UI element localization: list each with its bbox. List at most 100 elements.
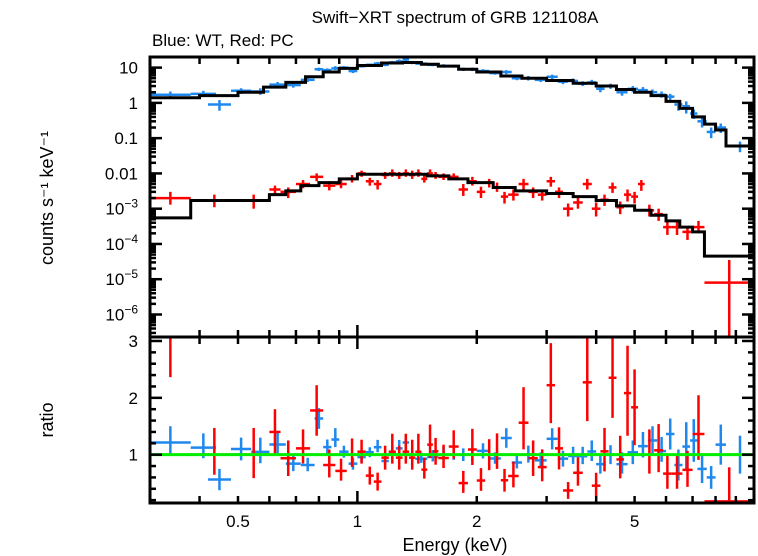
ratio-point-pc [582,337,592,422]
data-point-wt [207,100,231,111]
data-point-pc [608,182,617,193]
x-tick-label: 0.5 [226,512,250,531]
ratio-point-pc [357,439,366,464]
ratio-point-pc [310,385,324,436]
ratio-point-wt [500,428,512,448]
data-point-pc [508,189,519,201]
y-tick-label: 10−5 [105,267,138,289]
data-point-pc [623,189,632,202]
ratio-point-pc [335,458,347,481]
ratio-point-pc [654,424,664,473]
ratio-point-wt [331,428,340,448]
ratio-panel: 0.5 1 2 5 3 2 1 [129,332,756,531]
y-tick-label: 1 [129,446,138,465]
y-tick-label: 0.01 [105,164,138,183]
ratio-point-pc [432,437,439,465]
data-point-pc [280,187,296,199]
ratio-point-pc [373,472,382,491]
data-point-wt [314,67,324,72]
data-point-pc [638,180,645,191]
data-point-wt [706,127,716,139]
y-axis-label-bottom: ratio [37,402,57,437]
data-point-pc [528,187,538,199]
model-curve-wt [150,60,754,148]
ratio-point-wt [300,457,315,472]
ratio-point-pc [518,387,529,450]
ratio-point-pc [427,424,433,459]
x-tick-label: 2 [472,512,481,531]
ratio-point-pc [190,427,238,475]
x-tick-label: 5 [630,512,639,531]
ratio-point-pc [600,427,609,472]
ratio-point-wt [715,424,727,465]
data-point-pc [365,177,374,186]
ratio-point-wt [706,466,716,489]
ratio-point-pc [591,472,601,497]
ratio-point-wt [373,439,382,453]
data-point-pc [518,178,529,190]
ratio-point-pc [555,427,564,470]
ratio-point-pc [295,429,311,464]
data-point-pc [458,184,468,196]
ratio-point-pc [546,343,556,424]
y-tick-label: 10−4 [105,232,138,254]
ratio-point-wt [666,418,675,450]
data-point-wt [546,74,558,80]
spectrum-panel: 10 1 0.1 0.01 10−3 10−4 10−5 10−6 [105,55,756,339]
ratio-point-pc [421,457,428,479]
ratio-point-pc [438,444,449,469]
ratio-point-pc [608,337,617,418]
ratio-point-wt [323,439,332,455]
ratio-point-pc [467,428,477,466]
ratio-point-pc [616,435,624,479]
ratio-point-pc [623,345,632,436]
ratio-point-pc [395,445,403,470]
data-point-wt [500,70,512,75]
ratio-point-pc [381,445,389,470]
ratio-point-wt [596,454,605,474]
data-point-pc [573,197,583,209]
ratio-point-pc [150,335,191,378]
data-point-wt [715,123,727,133]
data-point-pc [591,202,601,217]
x-axis-label: Energy (keV) [402,535,507,555]
x-tick-label: 1 [353,512,362,531]
data-point-pc [269,185,281,195]
y-axis-label-top: counts s⁻¹ keV⁻¹ [37,131,57,265]
ratio-point-wt [269,432,286,455]
data-point-pc [546,176,556,187]
y-tick-label: 10−6 [105,302,138,324]
ratio-point-pc [365,466,374,485]
ratio-point-pc [388,433,396,464]
ratio-point-pc [682,450,693,487]
ratio-point-wt [476,443,490,459]
ratio-point-wt [697,454,707,484]
y-tick-label: 10 [119,59,138,78]
data-point-pc [150,191,191,205]
y-tick-label: 3 [129,332,138,351]
plot-frame [148,335,756,505]
ratio-point-pc [402,433,410,464]
ratio-point-pc [500,468,509,492]
chart-title: Swift−XRT spectrum of GRB 121108A [312,8,599,27]
y-tick-label: 2 [129,389,138,408]
ratio-point-pc [563,482,574,499]
ratio-point-pc [269,409,281,455]
ratio-point-wt [207,468,231,491]
ratio-point-pc [663,454,672,489]
ratio-point-pc [631,369,639,446]
y-tick-label: 1 [129,94,138,113]
ratio-point-wt [587,440,597,461]
ratio-point-pc [528,440,538,476]
ratio-point-pc [692,395,705,460]
data-point-pc [421,175,428,183]
data-point-pc [563,203,574,217]
model-curve-pc [150,172,754,258]
ratio-point-pc [704,467,754,503]
data-point-pc [476,186,486,199]
ratio-point-pc [476,468,486,491]
ratio-point-pc [508,461,519,488]
data-point-pc [663,220,672,235]
ratio-point-wt [230,437,252,461]
data-point-wt [300,77,315,83]
